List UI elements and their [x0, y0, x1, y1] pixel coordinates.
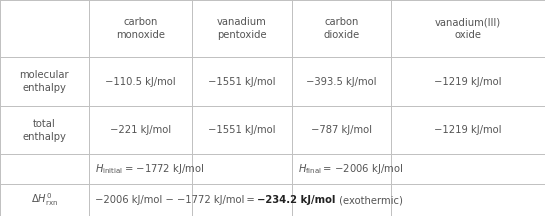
Text: vanadium(III)
oxide: vanadium(III) oxide: [435, 17, 501, 40]
Text: −1551 kJ/mol: −1551 kJ/mol: [208, 76, 275, 87]
Text: carbon
monoxide: carbon monoxide: [116, 17, 165, 40]
Text: −221 kJ/mol: −221 kJ/mol: [110, 125, 171, 135]
Text: (exothermic): (exothermic): [336, 195, 402, 205]
Text: $H_\mathregular{final}$ = −2006 kJ/mol: $H_\mathregular{final}$ = −2006 kJ/mol: [298, 162, 403, 176]
Text: vanadium
pentoxide: vanadium pentoxide: [217, 17, 267, 40]
Text: −110.5 kJ/mol: −110.5 kJ/mol: [105, 76, 175, 87]
Text: −234.2 kJ/mol: −234.2 kJ/mol: [257, 195, 336, 205]
Text: molecular
enthalpy: molecular enthalpy: [20, 70, 69, 93]
Text: −1551 kJ/mol: −1551 kJ/mol: [208, 125, 275, 135]
Text: −1219 kJ/mol: −1219 kJ/mol: [434, 125, 502, 135]
Text: total
enthalpy: total enthalpy: [22, 119, 66, 142]
Text: −1219 kJ/mol: −1219 kJ/mol: [434, 76, 502, 87]
Text: $H_\mathregular{initial}$ = −1772 kJ/mol: $H_\mathregular{initial}$ = −1772 kJ/mol: [95, 162, 205, 176]
Text: carbon
dioxide: carbon dioxide: [323, 17, 360, 40]
Text: $\Delta H^0_\mathregular{rxn}$: $\Delta H^0_\mathregular{rxn}$: [31, 192, 58, 208]
Text: −393.5 kJ/mol: −393.5 kJ/mol: [306, 76, 377, 87]
Text: −2006 kJ/mol − −1772 kJ/mol =: −2006 kJ/mol − −1772 kJ/mol =: [95, 195, 257, 205]
Text: −787 kJ/mol: −787 kJ/mol: [311, 125, 372, 135]
